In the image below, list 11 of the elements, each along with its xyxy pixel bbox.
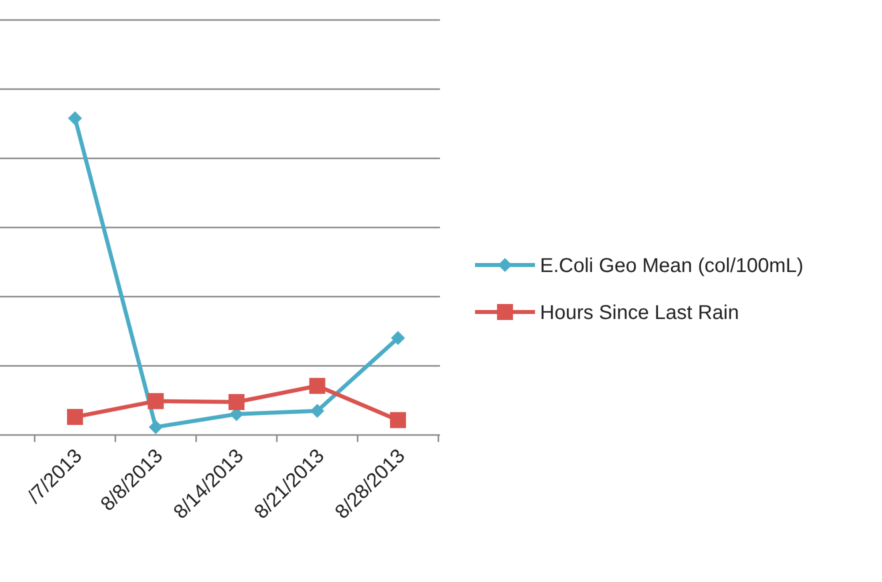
legend-label: Hours Since Last Rain (540, 302, 739, 324)
point (148, 393, 164, 410)
point (390, 412, 406, 428)
point (67, 408, 83, 425)
point (309, 378, 326, 394)
point (148, 420, 163, 434)
legend-label: E.Coli Geo Mean (col/100mL) (540, 255, 804, 277)
point (310, 404, 324, 418)
point (391, 331, 405, 346)
point (228, 394, 244, 410)
point (68, 111, 82, 126)
